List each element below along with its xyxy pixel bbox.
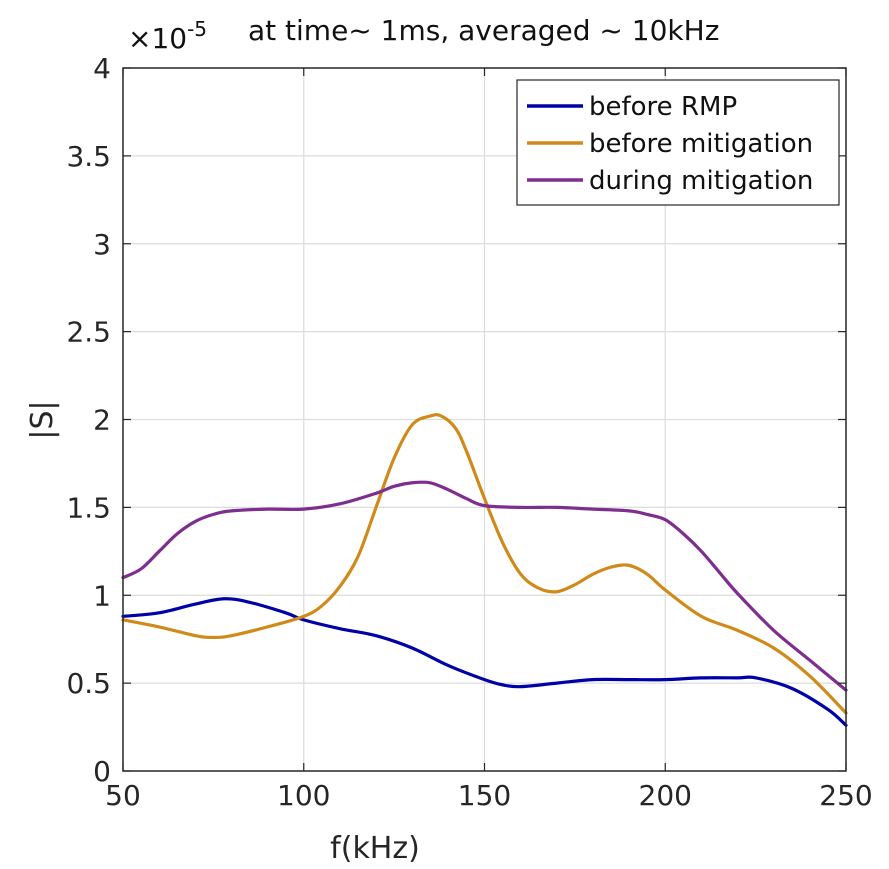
x-axis-label: f(kHz)	[330, 831, 420, 866]
y-tick-label: 0.5	[66, 667, 111, 700]
legend-label-during-mitigation: during mitigation	[589, 166, 813, 196]
y-exponent-base: ×10	[128, 22, 187, 55]
y-tick-label: 4	[93, 52, 111, 85]
x-tick-label: 50	[105, 779, 141, 812]
legend-label-before-mitigation: before mitigation	[589, 129, 813, 159]
y-tick-label: 3.5	[66, 140, 111, 173]
y-exponent-label: ×10-5	[128, 17, 207, 55]
series-lines	[121, 413, 848, 727]
chart-title: at time~ 1ms, averaged ~ 10kHz	[248, 14, 719, 47]
y-tick-label: 1	[93, 579, 111, 612]
y-tick-label: 2	[93, 404, 111, 437]
series-line-before-rmp	[121, 597, 848, 727]
y-tick-label: 0	[93, 755, 111, 788]
y-tick-label: 3	[93, 228, 111, 261]
series-line-during-mitigation	[121, 480, 848, 692]
series-line-before-mitigation	[121, 413, 848, 715]
y-tick-label: 1.5	[66, 491, 111, 524]
x-tick-label: 150	[458, 779, 511, 812]
y-tick-label: 2.5	[66, 316, 111, 349]
legend-label-before-rmp: before RMP	[589, 92, 737, 122]
y-exponent-power: -5	[187, 17, 207, 41]
x-tick-label: 250	[819, 779, 872, 812]
x-tick-label: 100	[277, 779, 330, 812]
x-tick-label: 200	[639, 779, 692, 812]
y-axis-label: |S|	[25, 400, 60, 439]
tick-labels: 0 0.5 1 1.5 2 2.5 3 3.5 4 50 100 150 200 250	[66, 52, 872, 812]
legend: before RMP before mitigation during mitiga…	[516, 79, 840, 206]
